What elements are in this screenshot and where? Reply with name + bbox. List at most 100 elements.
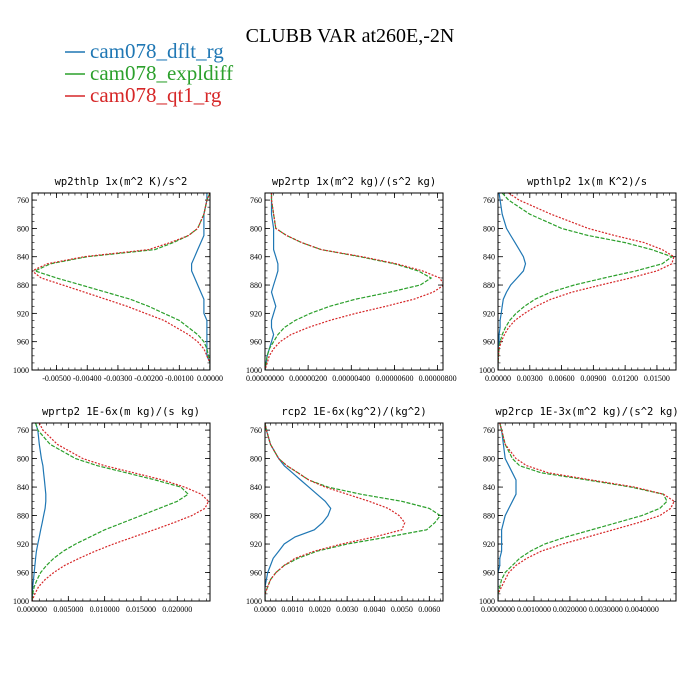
panel-6: wp2rcp 1E-3x(m^2 kg)/(s^2 kg)760 800 840 88…: [479, 406, 679, 614]
y-tick-label: 1000: [479, 597, 495, 606]
y-tick-label: 880: [250, 512, 262, 521]
y-tick-label: 880: [17, 281, 29, 290]
panel-5: rcp2 1E-6x(kg^2)/(kg^2) 760 800 840 880 920 96…: [246, 406, 444, 614]
legend-entry-expl: cam078_expldiff: [65, 61, 233, 85]
panel-title: wprtp2 1E-6x(m kg)/(s kg): [42, 406, 200, 418]
series-line-expl: [33, 193, 210, 370]
x-tick-label: 0.0040000: [625, 605, 659, 614]
y-tick-label: 920: [250, 309, 262, 318]
series-line-qt1: [265, 193, 443, 370]
panel-3: wpthlp2 1x(m K^2)/s 760 800 840 880 920 960 100…: [479, 176, 677, 383]
y-tick-label: 760: [250, 196, 262, 205]
y-tick-label: 1000: [246, 366, 262, 375]
x-tick-label: 0.00000600: [375, 374, 413, 383]
y-tick-label: 800: [250, 455, 262, 464]
y-tick-label: 920: [250, 540, 262, 549]
legend-label-dflt: cam078_dflt_rg: [90, 39, 224, 63]
legend-label-expl: cam078_expldiff: [90, 61, 233, 85]
y-tick-label: 800: [17, 455, 29, 464]
x-tick-label: 0.0020: [309, 605, 331, 614]
x-tick-label: 0.0060: [418, 605, 440, 614]
x-tick-label: -0.00300: [104, 374, 133, 383]
y-tick-label: 1000: [13, 597, 29, 606]
y-tick-label: 760: [17, 196, 29, 205]
series-line-qt1: [32, 423, 210, 601]
y-tick-label: 760: [483, 426, 495, 435]
x-tick-label: -0.00200: [134, 374, 163, 383]
panels: wp2thlp 1x(m^2 K)/s^2 760 800 840 880 920 960 1…: [13, 176, 679, 614]
figure-title: CLUBB VAR at260E,-2N: [246, 25, 455, 47]
y-tick-label: 880: [483, 281, 495, 290]
series-line-expl: [265, 423, 442, 601]
x-tick-label: 0.00600: [549, 374, 575, 383]
panel-title: wpthlp2 1x(m K^2)/s: [527, 176, 647, 188]
x-tick-label: 0.00900: [580, 374, 606, 383]
y-tick-label: 1000: [13, 366, 29, 375]
y-tick-label: 800: [250, 224, 262, 233]
y-tick-label: 1000: [246, 597, 262, 606]
plot-frame: [264, 422, 444, 602]
x-tick-label: 0.01500: [644, 374, 670, 383]
y-tick-label: 960: [483, 338, 495, 347]
y-tick-label: 960: [483, 569, 495, 578]
y-tick-label: 880: [250, 281, 262, 290]
series-line-qt1: [32, 193, 210, 370]
x-tick-label: 0.0000: [254, 605, 276, 614]
x-tick-label: 0.0010000: [517, 605, 551, 614]
x-tick-label: 0.0000000: [481, 605, 515, 614]
panel-title: wp2rtp 1x(m^2 kg)/(s^2 kg): [272, 176, 436, 188]
y-tick-label: 760: [17, 426, 29, 435]
y-tick-label: 880: [483, 512, 495, 521]
x-tick-label: 0.010000: [90, 605, 120, 614]
series-line-dflt: [498, 423, 517, 601]
y-tick-label: 800: [17, 224, 29, 233]
y-tick-label: 840: [483, 253, 495, 262]
x-tick-label: 0.00000200: [289, 374, 327, 383]
series-line-dflt: [191, 193, 210, 370]
legend-entry-qt1: cam078_qt1_rg: [65, 83, 222, 107]
y-tick-label: 840: [17, 483, 29, 492]
x-tick-label: -0.00400: [73, 374, 102, 383]
plot-frame: [31, 192, 211, 371]
x-tick-label: 0.015000: [126, 605, 156, 614]
y-tick-label: 840: [250, 483, 262, 492]
y-tick-label: 960: [17, 338, 29, 347]
x-tick-label: 0.020000: [162, 605, 192, 614]
series-line-qt1: [265, 423, 406, 601]
panel-2: wp2rtp 1x(m^2 kg)/(s^2 kg) 760 800 840 880 92…: [246, 176, 457, 383]
y-tick-label: 760: [250, 426, 262, 435]
y-tick-label: 960: [17, 569, 29, 578]
series-line-expl: [498, 193, 674, 370]
y-tick-label: 760: [483, 196, 495, 205]
y-tick-label: 960: [250, 338, 262, 347]
x-tick-label: 0.00000: [197, 374, 223, 383]
series-line-dflt: [498, 193, 527, 370]
series-line-expl: [498, 423, 668, 601]
x-tick-label: 0.00300: [517, 374, 543, 383]
legend-label-qt1: cam078_qt1_rg: [90, 83, 222, 107]
x-tick-label: 0.0030000: [589, 605, 623, 614]
y-tick-label: 840: [17, 253, 29, 262]
x-tick-label: 0.0040: [364, 605, 386, 614]
legend-entry-dflt: cam078_dflt_rg: [65, 39, 224, 63]
x-tick-label: 0.00000000: [246, 374, 284, 383]
y-tick-label: 920: [17, 540, 29, 549]
y-tick-label: 800: [483, 224, 495, 233]
y-tick-label: 840: [483, 483, 495, 492]
panel-1: wp2thlp 1x(m^2 K)/s^2 760 800 840 880 920 960 1…: [13, 176, 223, 383]
series-line-expl: [32, 423, 190, 601]
y-tick-label: 880: [17, 512, 29, 521]
series-line-dflt: [265, 193, 279, 370]
series-line-expl: [265, 193, 433, 370]
x-tick-label: 0.00000800: [419, 374, 457, 383]
panel-title: rcp2 1E-6x(kg^2)/(kg^2): [281, 406, 426, 418]
y-tick-label: 800: [483, 455, 495, 464]
series-line-qt1: [498, 423, 675, 601]
x-tick-label: 0.0050: [391, 605, 413, 614]
panel-4: wprtp2 1E-6x(m kg)/(s kg) 760 800 840 880 920…: [13, 406, 211, 614]
y-tick-label: 920: [483, 540, 495, 549]
x-tick-label: 0.0030: [336, 605, 358, 614]
x-tick-label: -0.00500: [42, 374, 71, 383]
y-tick-label: 960: [250, 569, 262, 578]
panel-title: wp2thlp 1x(m^2 K)/s^2: [55, 176, 188, 188]
